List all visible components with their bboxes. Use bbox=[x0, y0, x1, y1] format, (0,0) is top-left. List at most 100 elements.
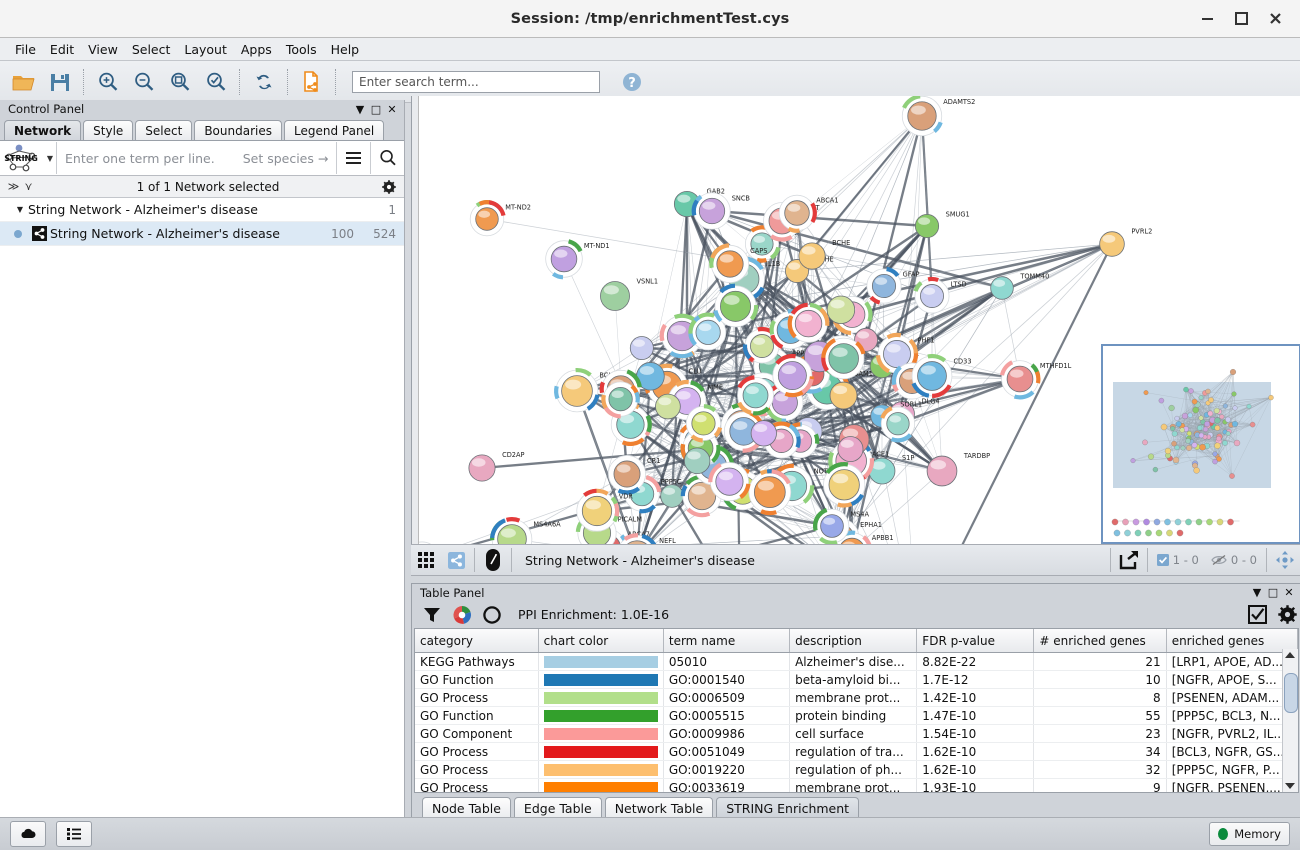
network-node[interactable] bbox=[737, 375, 774, 416]
network-node[interactable]: S1P bbox=[868, 454, 914, 485]
view-resize-handle[interactable] bbox=[412, 96, 419, 544]
tab-network[interactable]: Network bbox=[4, 120, 82, 140]
network-node[interactable]: CD33 bbox=[911, 353, 972, 398]
network-node[interactable]: VDR bbox=[576, 488, 634, 532]
control-panel-float-icon[interactable]: □ bbox=[370, 102, 382, 116]
close-button[interactable] bbox=[1258, 4, 1292, 34]
col-term-name[interactable]: term name bbox=[663, 629, 791, 653]
tab-network-table[interactable]: Network Table bbox=[604, 797, 714, 819]
menu-apps[interactable]: Apps bbox=[240, 41, 272, 57]
menu-select[interactable]: Select bbox=[131, 41, 171, 57]
open-session-icon[interactable] bbox=[6, 65, 42, 99]
network-node[interactable]: TOMM40 bbox=[990, 273, 1050, 300]
network-node[interactable]: VSNL1 bbox=[600, 277, 658, 311]
hamburger-icon[interactable] bbox=[336, 142, 370, 174]
network-node[interactable] bbox=[837, 436, 864, 463]
zoom-fit-selected-icon[interactable] bbox=[198, 65, 234, 99]
network-node[interactable] bbox=[787, 302, 830, 343]
tab-style[interactable]: Style bbox=[83, 120, 134, 140]
new-network-from-selection-icon[interactable] bbox=[294, 65, 330, 99]
scroll-down-arrow-icon[interactable] bbox=[1285, 783, 1295, 789]
network-node[interactable]: BCHE bbox=[798, 239, 850, 270]
table-panel-float-icon[interactable]: □ bbox=[1267, 586, 1279, 599]
table-row[interactable]: GO Component GO:0009986 cell surface 1.54E-… bbox=[415, 724, 1298, 743]
network-node[interactable]: MTHFD1L bbox=[999, 360, 1072, 400]
network-node[interactable]: ABCA1 bbox=[778, 194, 839, 233]
tab-select[interactable]: Select bbox=[135, 120, 193, 140]
network-node[interactable] bbox=[823, 462, 866, 508]
expand-all-icon[interactable]: ⋎ bbox=[24, 180, 33, 193]
selected-nodes-counter[interactable]: 1 - 0 bbox=[1151, 553, 1205, 567]
chart-color-icon[interactable] bbox=[448, 603, 476, 627]
network-node[interactable] bbox=[683, 447, 711, 475]
tab-boundaries[interactable]: Boundaries bbox=[194, 120, 282, 140]
menu-edit[interactable]: Edit bbox=[49, 41, 75, 57]
tab-node-table[interactable]: Node Table bbox=[422, 797, 511, 819]
menu-tools[interactable]: Tools bbox=[285, 41, 317, 57]
menu-layout[interactable]: Layout bbox=[184, 41, 227, 57]
network-node[interactable]: MT-ND2 bbox=[469, 200, 531, 237]
control-panel-dropdown-icon[interactable]: ▼ bbox=[355, 102, 365, 116]
network-node[interactable] bbox=[821, 337, 866, 380]
search-input[interactable]: Enter search term... bbox=[352, 70, 600, 93]
network-node[interactable]: ADAMTS2 bbox=[901, 96, 975, 137]
network-node[interactable] bbox=[713, 283, 759, 328]
scroll-thumb[interactable] bbox=[1284, 673, 1298, 713]
network-node[interactable] bbox=[601, 381, 640, 419]
network-node[interactable] bbox=[829, 381, 858, 410]
table-row[interactable]: GO Process GO:0033619 membrane prot... 1.93… bbox=[415, 778, 1298, 792]
collapse-all-icon[interactable]: ≫ bbox=[7, 180, 20, 193]
filter-icon[interactable] bbox=[418, 603, 446, 627]
col-category[interactable]: category bbox=[415, 629, 539, 653]
minimize-button[interactable] bbox=[1190, 4, 1224, 34]
table-panel-dropdown-icon[interactable]: ▼ bbox=[1252, 586, 1262, 599]
network-node[interactable]: NCT bbox=[742, 326, 795, 364]
expand-triangle-icon[interactable]: ▼ bbox=[16, 205, 24, 214]
network-node[interactable]: PVRL2 bbox=[1099, 228, 1153, 257]
tab-legend-panel[interactable]: Legend Panel bbox=[284, 120, 385, 140]
scroll-up-arrow-icon[interactable] bbox=[1285, 652, 1295, 658]
menu-view[interactable]: View bbox=[88, 41, 118, 57]
zoom-in-icon[interactable] bbox=[90, 65, 126, 99]
network-node[interactable] bbox=[688, 312, 727, 351]
gear-icon[interactable] bbox=[380, 179, 398, 194]
magnifier-icon[interactable] bbox=[370, 142, 404, 174]
table-vertical-scrollbar[interactable] bbox=[1282, 649, 1298, 792]
string-species-dropdown-icon[interactable]: ▼ bbox=[46, 153, 54, 163]
grid-layout-icon[interactable] bbox=[411, 547, 441, 573]
network-node[interactable]: SMUG1 bbox=[914, 210, 970, 239]
tab-string-enrichment[interactable]: STRING Enrichment bbox=[716, 797, 860, 819]
set-species-link[interactable]: Set species → bbox=[242, 150, 329, 166]
network-node[interactable]: MT-ND1 bbox=[545, 239, 610, 280]
col-description[interactable]: description bbox=[789, 629, 918, 653]
share-network-icon[interactable] bbox=[441, 547, 471, 573]
network-node[interactable]: CD2AP bbox=[468, 451, 525, 482]
col-enriched-genes[interactable]: enriched genes bbox=[1166, 629, 1298, 653]
birds-eye-icon[interactable] bbox=[1270, 547, 1300, 573]
network-node[interactable] bbox=[748, 469, 792, 516]
network-node[interactable]: SNCB bbox=[691, 192, 751, 230]
menu-file[interactable]: File bbox=[15, 41, 36, 57]
maximize-button[interactable] bbox=[1224, 4, 1258, 34]
refresh-icon[interactable] bbox=[246, 65, 282, 99]
birds-eye-navigator[interactable] bbox=[1101, 344, 1300, 544]
network-node[interactable] bbox=[655, 393, 681, 420]
menu-help[interactable]: Help bbox=[330, 41, 360, 57]
network-nodes[interactable]: MT-ND2MT-ND1VSNL1CD2APMS4A4AMS4A6AMS4A4E… bbox=[412, 96, 1152, 544]
memory-status-button[interactable]: Memory bbox=[1209, 822, 1290, 846]
col-enriched-count[interactable]: # enriched genes bbox=[1033, 629, 1167, 653]
gear-icon[interactable] bbox=[1273, 603, 1300, 627]
network-node[interactable]: GFAP bbox=[866, 266, 920, 305]
network-node[interactable] bbox=[772, 353, 814, 398]
control-panel-close-icon[interactable]: ✕ bbox=[387, 102, 397, 116]
network-node[interactable] bbox=[750, 420, 777, 447]
table-row[interactable]: GO Process GO:0006509 membrane prot... 1.42… bbox=[415, 688, 1298, 707]
network-node[interactable]: MS4A6A bbox=[490, 517, 561, 544]
table-row[interactable]: KEGG Pathways 05010 Alzheimer's dise... 8.8… bbox=[415, 652, 1298, 671]
network-node[interactable] bbox=[880, 406, 916, 443]
network-node[interactable] bbox=[629, 336, 654, 360]
network-tree-root-row[interactable]: ▼ String Network - Alzheimer's disease 1 bbox=[0, 198, 404, 222]
network-node[interactable]: CAPS bbox=[709, 243, 767, 284]
col-chart-color[interactable]: chart color bbox=[538, 629, 664, 653]
table-row[interactable]: GO Function GO:0001540 beta-amyloid bi... 1… bbox=[415, 670, 1298, 689]
